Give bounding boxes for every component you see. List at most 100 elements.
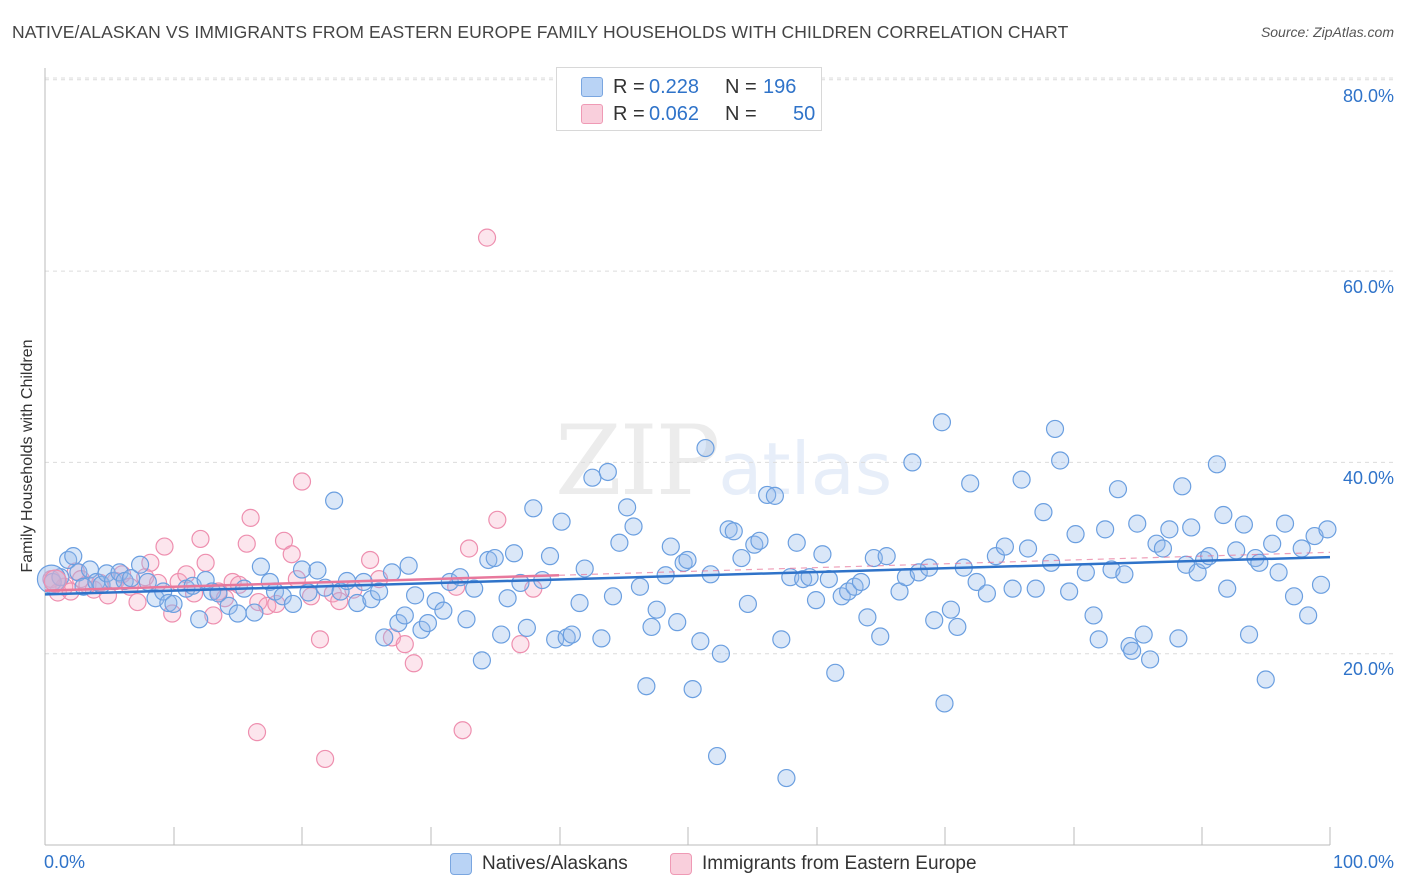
point-natives-97 bbox=[707, 746, 727, 766]
point-natives-184 bbox=[1275, 514, 1295, 533]
point-natives-71 bbox=[546, 630, 565, 649]
point-natives-84 bbox=[630, 577, 650, 596]
point-natives-189 bbox=[1311, 575, 1331, 594]
point-immigrants-31 bbox=[249, 592, 268, 612]
point-natives-154 bbox=[1096, 520, 1115, 539]
point-immigrants-42 bbox=[330, 591, 349, 611]
point-natives-160 bbox=[1128, 514, 1147, 533]
point-immigrants-47 bbox=[395, 635, 414, 654]
point-natives-3 bbox=[64, 547, 83, 566]
point-natives-60 bbox=[472, 651, 491, 670]
trendline-immigrants-extension bbox=[558, 551, 1331, 576]
point-natives-81 bbox=[610, 533, 629, 552]
point-natives-4 bbox=[69, 563, 88, 582]
point-natives-75 bbox=[570, 593, 589, 613]
point-natives-49 bbox=[395, 606, 414, 625]
point-natives-72 bbox=[552, 512, 571, 531]
point-natives-65 bbox=[504, 544, 524, 563]
point-natives-54 bbox=[426, 591, 445, 611]
bottom-legend-swatch-immigrants bbox=[670, 853, 692, 875]
point-immigrants-24 bbox=[204, 606, 223, 625]
point-natives-22 bbox=[190, 610, 209, 629]
point-natives-68 bbox=[524, 499, 543, 518]
point-natives-70 bbox=[540, 547, 560, 566]
point-natives-67 bbox=[517, 618, 536, 637]
point-natives-95 bbox=[696, 438, 715, 458]
point-natives-85 bbox=[637, 677, 656, 696]
point-natives-29 bbox=[245, 603, 264, 622]
point-natives-137 bbox=[967, 572, 986, 592]
point-immigrants-29 bbox=[237, 534, 256, 553]
bottom-legend-immigrants: Immigrants from Eastern Europe bbox=[670, 852, 977, 876]
point-natives-98 bbox=[711, 644, 731, 663]
point-natives-51 bbox=[405, 586, 425, 605]
point-natives-82 bbox=[618, 498, 637, 517]
point-natives-141 bbox=[1003, 579, 1022, 598]
point-natives-110 bbox=[787, 533, 806, 552]
point-natives-47 bbox=[382, 563, 402, 582]
point-natives-73 bbox=[557, 628, 576, 647]
point-natives-114 bbox=[813, 545, 832, 564]
point-natives-182 bbox=[1263, 534, 1282, 553]
point-natives-115 bbox=[819, 569, 838, 589]
point-natives-58 bbox=[457, 610, 476, 629]
point-natives-74 bbox=[562, 625, 581, 644]
point-natives-61 bbox=[479, 550, 498, 570]
point-natives-102 bbox=[738, 594, 757, 614]
point-natives-145 bbox=[1034, 503, 1053, 522]
point-natives-147 bbox=[1045, 419, 1065, 439]
point-immigrants-37 bbox=[292, 472, 312, 491]
point-immigrants-51 bbox=[477, 228, 497, 247]
point-natives-55 bbox=[434, 601, 453, 620]
point-natives-136 bbox=[961, 474, 980, 493]
bottom-legend-natives: Natives/Alaskans bbox=[450, 852, 628, 876]
watermark-zip: ZIP bbox=[555, 405, 720, 517]
point-natives-140 bbox=[995, 537, 1014, 556]
point-natives-30 bbox=[251, 557, 270, 576]
point-natives-108 bbox=[777, 768, 796, 788]
point-natives-144 bbox=[1026, 579, 1045, 598]
point-natives-123 bbox=[871, 627, 890, 646]
point-natives-161 bbox=[1134, 625, 1153, 644]
point-natives-178 bbox=[1239, 625, 1259, 644]
point-natives-40 bbox=[331, 582, 350, 601]
point-natives-45 bbox=[370, 582, 389, 601]
point-natives-93 bbox=[683, 679, 702, 699]
point-natives-37 bbox=[308, 561, 327, 580]
point-natives-105 bbox=[758, 485, 777, 505]
point-natives-174 bbox=[1214, 505, 1233, 525]
point-natives-166 bbox=[1169, 629, 1188, 648]
point-natives-46 bbox=[375, 628, 394, 647]
point-natives-14 bbox=[130, 555, 150, 574]
bottom-legend-swatch-natives bbox=[450, 853, 472, 875]
x-tick-label-min: 0.0% bbox=[44, 852, 86, 872]
point-immigrants-48 bbox=[404, 654, 423, 673]
point-natives-100 bbox=[724, 522, 743, 541]
point-natives-94 bbox=[691, 632, 710, 651]
legend-r-value: 0.228 bbox=[649, 75, 700, 98]
point-immigrants-30 bbox=[241, 508, 260, 527]
point-natives-89 bbox=[661, 537, 680, 556]
legend-box: R = 0.228 N = 196 R = 0.062 N = 50 bbox=[556, 67, 822, 131]
point-natives-121 bbox=[858, 608, 877, 627]
trendline-natives bbox=[44, 555, 1331, 596]
point-natives-78 bbox=[592, 629, 611, 648]
point-natives-176 bbox=[1227, 541, 1246, 560]
point-natives-113 bbox=[806, 591, 826, 610]
point-immigrants-cluster bbox=[43, 569, 67, 593]
point-natives-127 bbox=[903, 453, 922, 472]
point-natives-133 bbox=[941, 600, 961, 619]
legend-n-value: 196 bbox=[763, 75, 797, 98]
point-natives-53 bbox=[418, 613, 438, 633]
point-natives-151 bbox=[1076, 563, 1095, 582]
point-natives-42 bbox=[348, 593, 367, 613]
point-natives-27 bbox=[228, 604, 247, 623]
point-natives-77 bbox=[583, 468, 602, 487]
y-tick-label-60: 60.0% bbox=[1342, 277, 1394, 297]
point-natives-39 bbox=[325, 491, 344, 510]
point-natives-64 bbox=[498, 589, 517, 608]
point-natives-34 bbox=[283, 594, 303, 614]
point-natives-116 bbox=[826, 663, 845, 682]
y-tick-label-20: 20.0% bbox=[1342, 659, 1394, 679]
